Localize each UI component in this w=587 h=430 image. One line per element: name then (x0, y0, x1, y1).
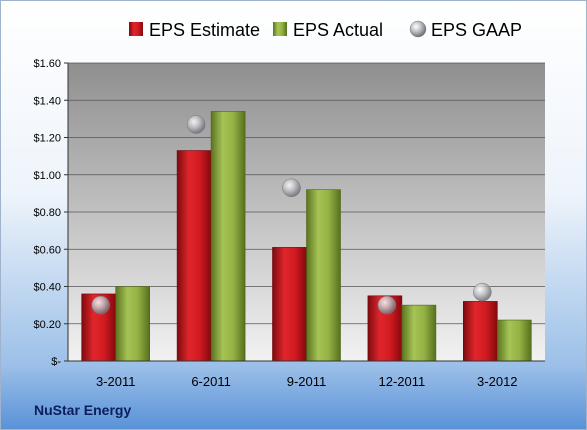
gaap-markers (91, 115, 492, 315)
legend-marker (129, 22, 143, 36)
bar-actual (306, 189, 341, 362)
gaap-point (473, 282, 492, 302)
gaap-point (91, 295, 110, 315)
bar-estimate (462, 301, 498, 362)
y-tick-label: $1.20 (33, 133, 61, 145)
legend-label: EPS GAAP (431, 20, 522, 40)
gaap-point (282, 178, 301, 198)
legend-marker (273, 22, 287, 36)
x-tick-label: 3-2011 (96, 374, 136, 389)
bars (81, 111, 532, 362)
legend-label: EPS Estimate (149, 20, 260, 40)
company-name: NuStar Energy (34, 402, 132, 418)
x-tick-label: 6-2011 (191, 374, 231, 389)
y-tick-label: $1.60 (33, 58, 61, 70)
y-axis: $- $0.20 $0.40 $0.60 $0.80 $1.00 $1.20 $1.40 $1.… (33, 58, 69, 368)
gaap-point (377, 295, 397, 315)
y-tick-label: $0.80 (33, 207, 61, 219)
y-tick-label: $1.00 (33, 170, 61, 182)
y-tick-label: $0.40 (33, 282, 61, 294)
legend-marker-gaap (409, 20, 427, 38)
legend-label: EPS Actual (293, 20, 383, 40)
legend: EPS Estimate EPS Actual EPS GAAP (129, 20, 522, 40)
y-tick-label: $- (51, 356, 61, 368)
y-tick-label: $1.40 (33, 95, 61, 107)
x-axis: 3-2011 6-2011 9-2011 12-2011 3-2012 (68, 360, 545, 389)
bar-actual (496, 319, 532, 362)
x-tick-label: 12-2011 (379, 374, 426, 389)
y-tick-label: $0.20 (33, 319, 61, 331)
bar-actual (115, 286, 150, 362)
x-tick-label: 9-2011 (287, 374, 327, 389)
x-tick-label: 3-2012 (477, 374, 517, 389)
y-tick-label: $0.60 (33, 244, 61, 256)
bar-estimate (176, 150, 212, 362)
bar-estimate (272, 247, 307, 362)
bar-actual (401, 304, 437, 362)
bar-actual (210, 111, 246, 362)
gaap-point (186, 115, 206, 134)
